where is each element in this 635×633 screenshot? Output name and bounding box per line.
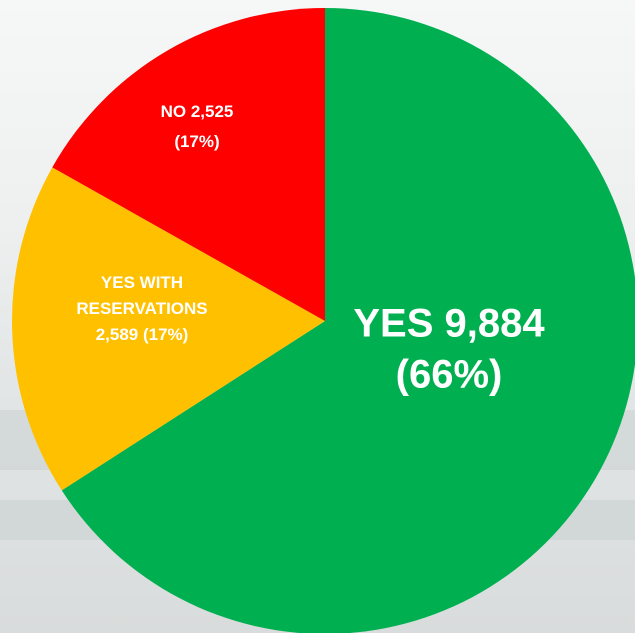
pie-slice-no [52,8,325,321]
pie-label-yes-with-reservations: YES WITH RESERVATIONS 2,589 (17%) [76,273,207,344]
pie-labels: YES 9,884 (66%) YES WITH RESERVATIONS 2,589 … [76,102,545,397]
pie-slice-yes-with-reservations [12,167,326,491]
pie-label-yes: YES 9,884 (66%) [353,302,545,397]
pie-slice-yes [61,8,635,633]
pie-label-no: NO 2,525 (17%) [161,102,234,151]
pie-slices [12,8,635,633]
